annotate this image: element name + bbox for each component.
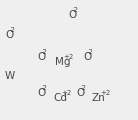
Text: -2: -2 bbox=[41, 85, 48, 91]
Text: -2: -2 bbox=[72, 7, 79, 13]
Text: +2: +2 bbox=[100, 90, 110, 96]
Text: +2: +2 bbox=[63, 54, 73, 60]
Text: O: O bbox=[76, 88, 84, 98]
Text: Cd: Cd bbox=[53, 93, 67, 103]
Text: W: W bbox=[5, 71, 15, 81]
Text: -2: -2 bbox=[41, 49, 48, 55]
Text: Mg: Mg bbox=[55, 57, 71, 67]
Text: O: O bbox=[83, 52, 91, 62]
Text: -2: -2 bbox=[87, 49, 94, 55]
Text: -2: -2 bbox=[9, 27, 16, 33]
Text: O: O bbox=[37, 88, 45, 98]
Text: O: O bbox=[5, 30, 13, 40]
Text: O: O bbox=[37, 52, 45, 62]
Text: Zn: Zn bbox=[92, 93, 106, 103]
Text: O: O bbox=[68, 10, 76, 20]
Text: -2: -2 bbox=[80, 85, 87, 91]
Text: +2: +2 bbox=[61, 90, 71, 96]
